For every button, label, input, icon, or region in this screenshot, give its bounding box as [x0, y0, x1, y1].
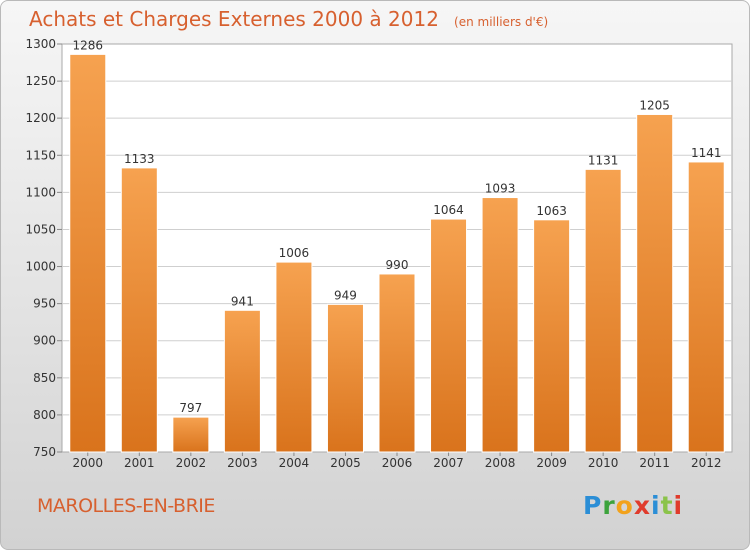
x-tick-label: 2003: [227, 456, 258, 470]
y-tick-label: 900: [33, 334, 56, 348]
x-tick-label: 2011: [639, 456, 670, 470]
y-tick-label: 850: [33, 371, 56, 385]
y-tick-label: 950: [33, 297, 56, 311]
bar-2010: [584, 168, 622, 453]
y-tick-label: 1300: [25, 37, 56, 51]
bar-2004: [275, 261, 313, 453]
commune-name: MAROLLES-EN-BRIE: [37, 495, 215, 517]
bar-2005: [326, 303, 364, 453]
chart-unit: (en milliers d'€): [454, 15, 549, 29]
bar-2002: [172, 416, 210, 453]
logo-letter: t: [660, 491, 674, 520]
x-tick-label: 2009: [536, 456, 567, 470]
data-label: 1064: [433, 203, 464, 217]
data-label: 1141: [691, 146, 722, 160]
logo-letter: i: [651, 491, 661, 520]
x-tick-label: 2000: [72, 456, 103, 470]
x-tick-label: 2005: [330, 456, 361, 470]
data-label: 990: [386, 258, 409, 272]
x-tick-label: 2010: [588, 456, 619, 470]
chart-title-row: Achats et Charges Externes 2000 à 2012 (…: [29, 7, 548, 31]
data-label: 1006: [279, 246, 310, 260]
logo-letter: i: [673, 491, 684, 520]
bar-2003: [223, 309, 261, 453]
data-label: 1286: [72, 38, 103, 52]
y-tick-label: 750: [33, 445, 56, 459]
proxiti-logo: Proxiti: [583, 491, 683, 520]
y-tick-label: 1100: [25, 185, 56, 199]
bar-2009: [533, 219, 571, 453]
logo-letter: o: [615, 491, 634, 520]
bar-2012: [687, 161, 725, 453]
x-tick-label: 2002: [176, 456, 207, 470]
logo-letter: x: [633, 491, 651, 520]
bar-2011: [636, 113, 674, 453]
data-label: 949: [334, 288, 357, 302]
logo-letter: r: [602, 491, 616, 520]
data-label: 1093: [485, 182, 516, 196]
x-tick-label: 2008: [485, 456, 516, 470]
data-label: 797: [179, 401, 202, 415]
data-label: 1133: [124, 152, 155, 166]
y-tick-label: 1000: [25, 260, 56, 274]
bar-2008: [481, 197, 519, 453]
x-tick-label: 2004: [279, 456, 310, 470]
y-tick-label: 1200: [25, 111, 56, 125]
x-tick-label: 2007: [433, 456, 464, 470]
bar-2000: [69, 53, 107, 453]
data-label: 1131: [588, 153, 619, 167]
data-label: 941: [231, 294, 254, 308]
bar-2001: [120, 167, 158, 453]
data-label: 1063: [536, 204, 567, 218]
y-tick-label: 1050: [25, 222, 56, 236]
logo-letter: P: [583, 491, 603, 520]
x-tick-label: 2012: [691, 456, 722, 470]
y-tick-label: 1250: [25, 74, 56, 88]
x-tick-label: 2006: [382, 456, 413, 470]
bar-2006: [378, 273, 416, 453]
bar-2007: [430, 218, 468, 453]
x-tick-label: 2001: [124, 456, 155, 470]
y-tick-label: 800: [33, 408, 56, 422]
chart-title: Achats et Charges Externes 2000 à 2012: [29, 7, 439, 31]
y-tick-label: 1150: [25, 148, 56, 162]
data-label: 1205: [639, 98, 670, 112]
